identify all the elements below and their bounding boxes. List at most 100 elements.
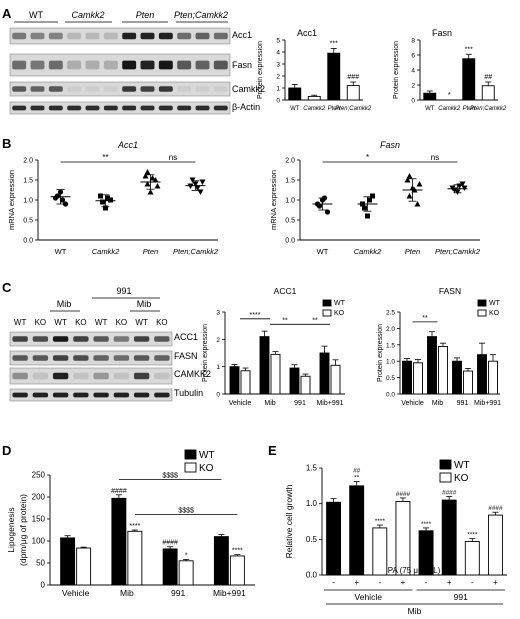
bar: [462, 58, 476, 101]
bar: [326, 501, 342, 576]
blot-band: [195, 105, 210, 111]
blot-band: [73, 372, 89, 380]
data-point: [108, 197, 113, 203]
bar: [402, 360, 412, 395]
blot-band: [30, 105, 45, 111]
blot-band: [177, 86, 192, 92]
significance-label: ns: [169, 153, 177, 162]
y-tick-label: 1: [216, 364, 220, 371]
bar: [259, 336, 270, 395]
data-point: [152, 177, 159, 183]
x-tick-label: Pten;Camkk2: [470, 106, 507, 112]
blot-c-label-camkk2: CAMKK2: [174, 369, 211, 379]
bar: [178, 560, 194, 586]
blot-band: [12, 32, 27, 40]
chart-b-acc1: Acc1 0.0 0.5 1.0 1.5 2.0 mRNA expression WT Camk…: [7, 140, 219, 256]
x-tick-label: Pten: [143, 247, 158, 256]
y-tick-label: 0.5: [386, 375, 395, 382]
significance-label: ****: [467, 532, 478, 539]
pa-label-text: PA (75 μmol/L): [388, 566, 441, 575]
legend-swatch: [477, 309, 487, 317]
data-point: [406, 173, 413, 179]
x-tick-label: Camkk2: [438, 106, 461, 112]
data-point: [154, 183, 161, 189]
significance-label: **: [282, 317, 288, 324]
y-tick-label: 2.0: [23, 158, 33, 165]
blot-band: [133, 372, 150, 380]
blot-band: [12, 355, 28, 361]
significance-label: *: [185, 552, 188, 559]
blot-band: [177, 60, 192, 70]
blot-band: [122, 32, 137, 40]
blot-band: [133, 336, 150, 342]
blot-band: [32, 372, 49, 380]
blot-a-header-camkk2: Camkk2: [71, 10, 104, 20]
x-tick-label: WT: [425, 106, 435, 112]
y-tick-label: 1.0: [285, 198, 295, 205]
blot-band: [67, 32, 82, 40]
y-axis-label: Protein expression: [202, 324, 209, 382]
legend-label: KO: [334, 310, 345, 317]
blot-band: [67, 105, 82, 111]
data-point: [147, 189, 154, 195]
y-tick-label: 0.0: [285, 238, 295, 245]
blot-band: [122, 86, 137, 92]
y-tick-label: 1.5: [23, 178, 33, 185]
significance-label: ####: [162, 540, 178, 547]
blot-strip: [9, 81, 231, 97]
blot-strip: [9, 367, 173, 385]
data-point: [62, 201, 69, 207]
blot-c-lane-ko: KO: [35, 318, 47, 327]
blot-c-lane-ko: KO: [116, 318, 128, 327]
bar: [162, 548, 178, 586]
data-point: [199, 179, 206, 185]
y-axis-label: Relative cell growth: [284, 484, 294, 558]
blot-band: [154, 355, 170, 361]
significance-label: ####: [111, 488, 127, 495]
blot-band: [140, 32, 155, 40]
blot-band: [30, 32, 45, 40]
group-label: 991: [454, 592, 468, 602]
bar: [229, 555, 245, 586]
data-point: [59, 197, 66, 203]
significance-label: *: [448, 92, 451, 99]
blot-band: [103, 32, 118, 40]
significance-label: $$$$: [178, 508, 194, 515]
significance-label: **: [312, 317, 318, 324]
legend-swatch: [439, 459, 452, 470]
blot-band: [12, 105, 27, 111]
bar: [229, 366, 240, 395]
blot-a-label-acc1: Acc1: [232, 30, 252, 40]
blot-a: [9, 27, 231, 115]
y-axis-label: Protein expression: [257, 41, 264, 99]
x-tick-label: Camkk2: [303, 106, 326, 112]
blot-a-label-camkk2: Camkk2: [232, 84, 265, 94]
blot-strip: [9, 27, 231, 45]
data-point: [142, 173, 149, 179]
chart-c-acc1: ACC1 0 1 2 3 Protein expression Vehicle Mib 991 M…: [202, 286, 346, 407]
blot-band: [73, 355, 89, 361]
blot-band: [93, 355, 109, 361]
y-tick-label: 1.0: [23, 198, 33, 205]
x-tick-label: Camkk2: [354, 247, 382, 256]
chart-b-fasn: Fasn 0.0 0.5 1.0 1.5 2.0 mRNA expression WT Camk…: [269, 140, 481, 256]
blot-c-label-fasn: FASN: [174, 351, 198, 361]
data-point: [416, 181, 423, 187]
x-tick-label: Mib: [432, 400, 443, 407]
bar: [240, 370, 251, 395]
y-axis-label: Protein expression: [377, 324, 384, 382]
pa-sign: +: [354, 578, 359, 587]
y-tick-label: 0: [411, 98, 415, 105]
bottom-label: Mib: [408, 606, 422, 616]
data-point: [149, 175, 156, 181]
y-tick-label: 2.5: [386, 310, 395, 317]
blot-strip: [9, 53, 231, 77]
x-tick-label: Mib+991: [474, 400, 501, 407]
blot-a-header-pten: Pten: [136, 10, 155, 20]
x-tick-label: 991: [457, 400, 469, 407]
blot-band: [140, 60, 155, 70]
blot-c-lane-wt: WT: [135, 318, 148, 327]
blot-c-group-mib: Mib: [57, 299, 72, 309]
